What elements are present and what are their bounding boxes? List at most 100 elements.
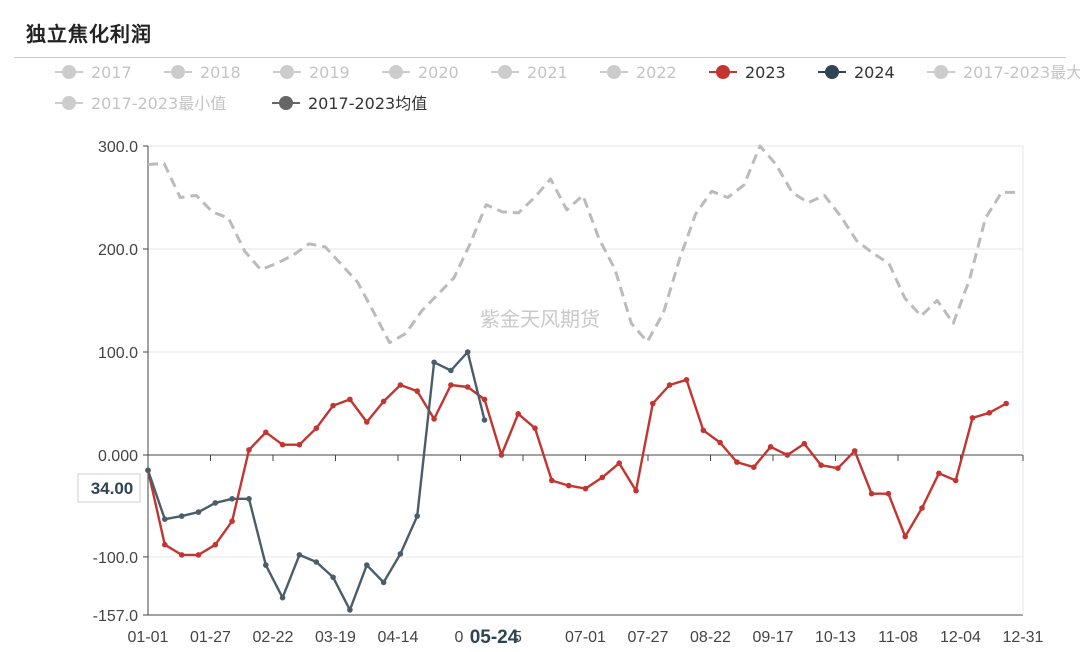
data-point-2023-38 bbox=[784, 452, 791, 458]
legend-marker-4 bbox=[498, 65, 512, 79]
data-point-2024-15 bbox=[397, 551, 404, 557]
y-tick-label-3: 0.000 bbox=[98, 448, 138, 465]
y-tick-label-2: 100.0 bbox=[98, 345, 138, 362]
series-line-2023 bbox=[146, 378, 1007, 557]
legend-marker-0 bbox=[62, 65, 76, 79]
data-point-2023-43 bbox=[868, 490, 875, 497]
x-tick-label-14: 12-31 bbox=[1003, 629, 1044, 646]
legend-marker-8 bbox=[934, 65, 948, 79]
data-point-2023-5 bbox=[229, 518, 235, 524]
x-tick-label-1: 01-27 bbox=[190, 629, 231, 646]
data-point-2024-8 bbox=[279, 594, 286, 601]
legend-label-3: 2020 bbox=[418, 63, 459, 82]
data-point-2024-14 bbox=[380, 579, 387, 586]
data-point-2023-6 bbox=[246, 447, 252, 453]
x-tick-label-3: 03-19 bbox=[315, 629, 356, 646]
data-point-2023-9 bbox=[296, 441, 303, 448]
data-point-2023-32 bbox=[683, 377, 690, 383]
data-point-2024-4 bbox=[212, 500, 219, 506]
data-point-2023-51 bbox=[1003, 400, 1009, 407]
data-point-2023-46 bbox=[919, 505, 925, 511]
legend-label-6: 2023 bbox=[745, 63, 786, 82]
data-point-2023-19 bbox=[464, 384, 471, 390]
legend-marker-5 bbox=[607, 65, 621, 79]
data-point-2023-49 bbox=[969, 415, 976, 421]
data-point-2024-2 bbox=[178, 513, 185, 519]
data-point-2023-41 bbox=[835, 465, 841, 472]
data-point-2023-29 bbox=[633, 487, 639, 494]
data-point-2023-26 bbox=[582, 485, 589, 492]
data-point-2023-13 bbox=[364, 419, 370, 425]
data-point-2024-17 bbox=[431, 359, 437, 366]
legend-label-5: 2022 bbox=[636, 63, 677, 82]
data-point-2023-10 bbox=[313, 425, 320, 432]
data-point-2023-11 bbox=[330, 402, 336, 409]
data-point-2023-45 bbox=[902, 533, 908, 540]
legend-label-4: 2021 bbox=[527, 63, 568, 82]
x-tick-label-13: 12-04 bbox=[940, 629, 981, 646]
data-point-2023-24 bbox=[549, 477, 555, 484]
data-point-2023-17 bbox=[431, 416, 437, 422]
x-tick-label-8: 07-27 bbox=[628, 629, 669, 646]
data-point-2024-3 bbox=[195, 509, 202, 515]
x-tick-label-5-partial: 0 bbox=[455, 629, 464, 646]
data-point-2023-28 bbox=[616, 460, 622, 467]
data-point-2024-16 bbox=[414, 513, 421, 519]
data-point-2023-34 bbox=[717, 439, 723, 446]
watermark: 紫金天风期货 bbox=[480, 307, 600, 331]
data-point-2023-37 bbox=[767, 444, 774, 450]
legend-marker-10 bbox=[279, 96, 293, 110]
data-point-2023-40 bbox=[818, 462, 824, 469]
data-point-2024-7 bbox=[263, 562, 269, 568]
legend-marker-7 bbox=[825, 65, 839, 79]
legend-label-0: 2017 bbox=[91, 63, 132, 82]
y-tick-label-5: -157.0 bbox=[93, 608, 138, 625]
x-tick-label-0: 01-01 bbox=[128, 629, 169, 646]
data-point-2023-8 bbox=[279, 441, 286, 448]
legend-label-7: 2024 bbox=[854, 63, 895, 82]
data-point-2024-10 bbox=[313, 559, 320, 565]
data-point-2024-9 bbox=[296, 552, 303, 558]
data-point-2024-6 bbox=[246, 496, 252, 502]
data-point-2023-33 bbox=[700, 427, 707, 434]
legend-marker-1 bbox=[171, 65, 185, 79]
data-point-2023-47 bbox=[936, 470, 942, 477]
data-point-2024-5 bbox=[229, 496, 235, 502]
data-point-2024-12 bbox=[347, 607, 353, 613]
y-tick-label-1: 200.0 bbox=[98, 242, 138, 259]
x-tick-label-2: 02-22 bbox=[253, 629, 294, 646]
data-point-2024-20 bbox=[481, 417, 488, 423]
chart-title: 独立焦化利润 bbox=[26, 22, 152, 46]
data-point-2023-12 bbox=[347, 396, 353, 403]
data-point-2023-16 bbox=[414, 388, 421, 394]
data-point-2023-42 bbox=[851, 448, 858, 454]
data-point-2023-22 bbox=[515, 411, 521, 417]
data-point-2024-19 bbox=[464, 349, 471, 355]
legend-marker-2 bbox=[280, 65, 294, 79]
legend-label-1: 2018 bbox=[200, 63, 241, 82]
data-point-2024-0 bbox=[145, 467, 151, 474]
cursor-x-label: 05-24 bbox=[470, 627, 519, 648]
data-point-2023-20 bbox=[481, 396, 488, 403]
legend-marker-6 bbox=[716, 65, 730, 79]
data-point-2023-25 bbox=[565, 482, 572, 489]
data-point-2023-50 bbox=[986, 410, 993, 416]
data-point-2023-3 bbox=[195, 552, 202, 558]
x-tick-label-6-partial: 5 bbox=[513, 629, 522, 646]
x-tick-label-4: 04-14 bbox=[378, 629, 419, 646]
legend-label-9: 2017-2023最小值 bbox=[91, 94, 226, 113]
data-point-2023-2 bbox=[178, 552, 185, 558]
data-point-2023-7 bbox=[263, 429, 269, 436]
y-tick-label-0: 300.0 bbox=[98, 139, 138, 156]
data-point-2023-14 bbox=[380, 398, 387, 405]
data-point-2023-48 bbox=[952, 477, 959, 484]
data-point-2023-31 bbox=[666, 382, 673, 388]
legend-label-10: 2017-2023均值 bbox=[308, 94, 427, 113]
data-point-2024-13 bbox=[364, 562, 370, 568]
legend-label-2: 2019 bbox=[309, 63, 350, 82]
legend-marker-3 bbox=[389, 65, 403, 79]
data-point-2024-1 bbox=[162, 516, 168, 522]
x-tick-label-7: 07-01 bbox=[565, 629, 606, 646]
data-point-2023-30 bbox=[650, 400, 656, 407]
